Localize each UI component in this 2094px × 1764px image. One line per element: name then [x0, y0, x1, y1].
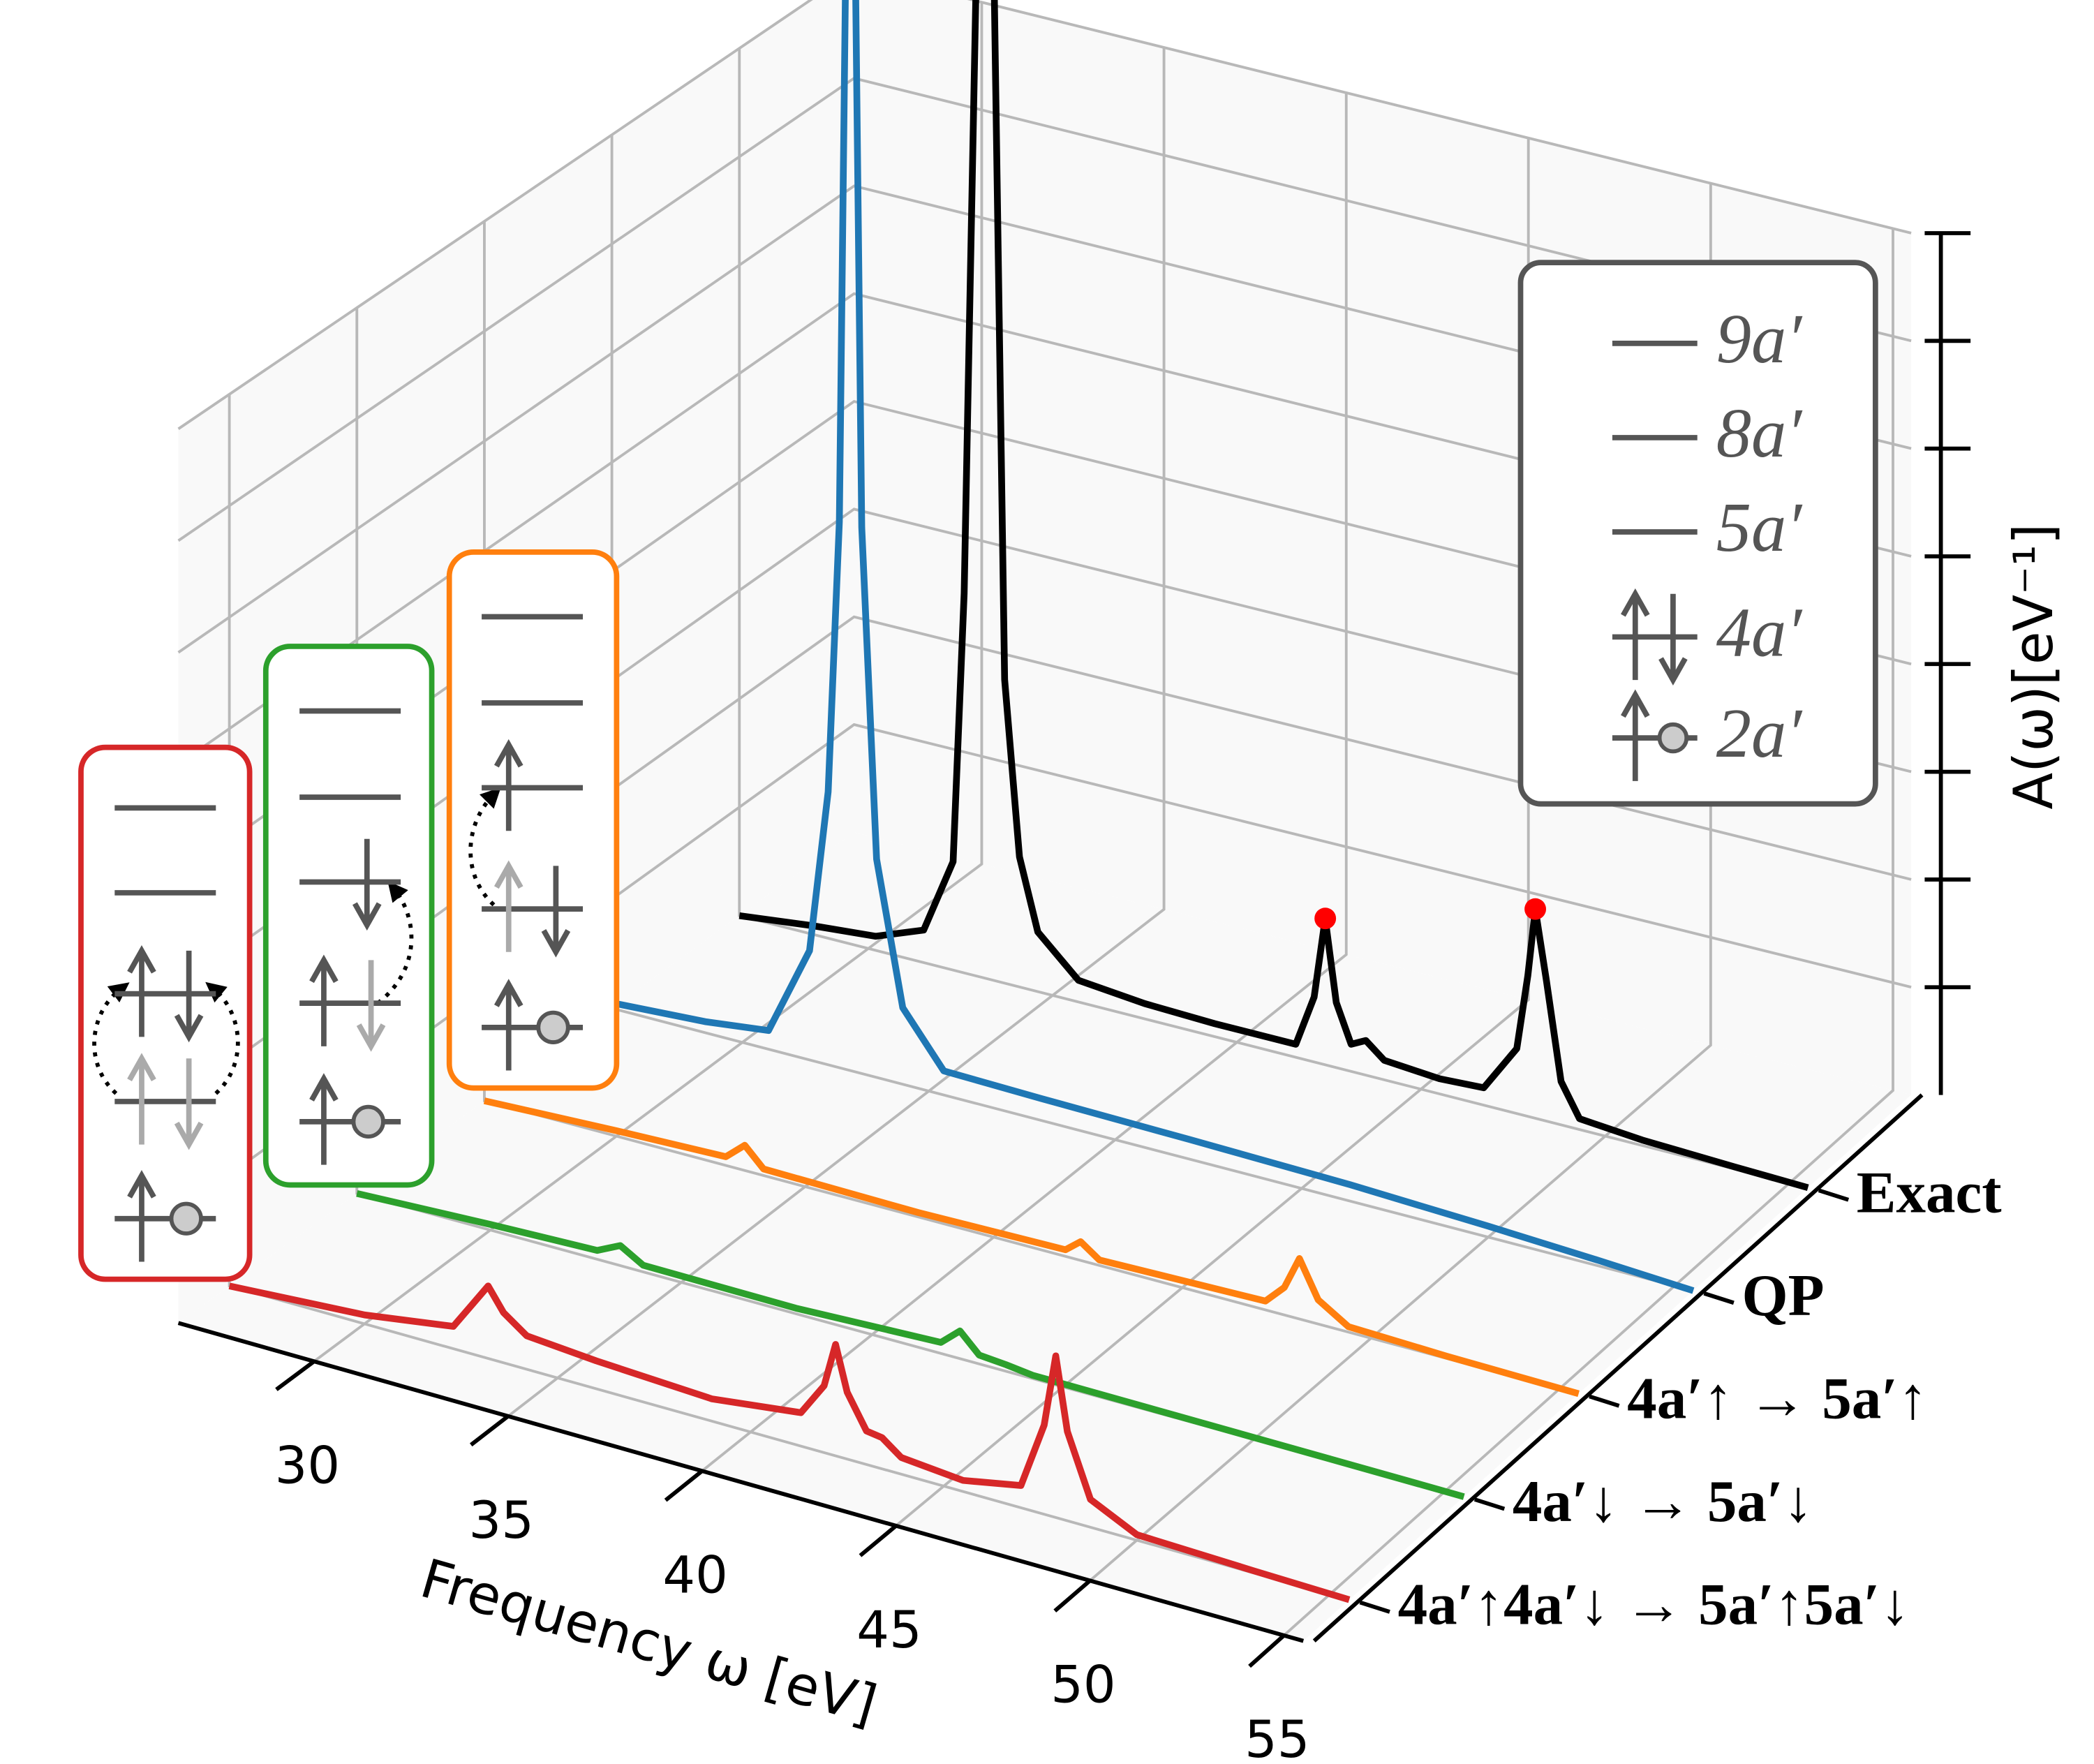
depth-tick — [1818, 1188, 1850, 1202]
spectrum-line — [356, 1189, 1465, 1500]
x-tick-label: 45 — [856, 1601, 921, 1660]
legend-label: 5a′ — [1716, 489, 1804, 566]
electron-down-head — [174, 1014, 204, 1043]
series-label: QP — [1742, 1263, 1824, 1328]
series-label: 4a′↑ → 5a′↑ — [1627, 1366, 1928, 1432]
electron-up-head — [309, 1073, 339, 1102]
state-box — [78, 744, 253, 1282]
spectrum-line — [483, 1097, 1580, 1398]
x-tick-label: 35 — [469, 1491, 534, 1550]
electron-up-head — [493, 979, 524, 1007]
spectrum-line — [228, 1282, 1351, 1603]
axes: 30 35 40 45 50 55 — [177, 231, 1971, 1764]
electron-down-head — [356, 1023, 386, 1052]
electron-up-head — [493, 860, 524, 889]
excitation-arrow — [468, 787, 501, 907]
legend-label: 4a′ — [1716, 593, 1804, 671]
hole — [1657, 722, 1689, 754]
depth-tick — [1703, 1291, 1735, 1305]
hole — [536, 1010, 570, 1044]
x-tick — [859, 1524, 898, 1557]
x-tick — [469, 1414, 510, 1447]
boxes: 9a′ 8a′ 5a′ 4a′ 2a′ — [78, 260, 1878, 1282]
depth-tick — [1589, 1394, 1620, 1408]
hole — [351, 1104, 385, 1139]
electron-down-head — [1658, 657, 1688, 686]
z-axis-label: A(ω)[eV⁻¹] — [2003, 524, 2065, 810]
legend-label: 2a′ — [1716, 695, 1804, 772]
legend-label: 9a′ — [1716, 300, 1804, 378]
spectrum-line — [611, 0, 1695, 1294]
electron-down-head — [174, 1121, 204, 1150]
x-tick-label: 55 — [1245, 1710, 1309, 1764]
electron-down-head — [541, 929, 571, 958]
grid-line — [313, 2, 983, 1363]
electron-up-head — [1621, 689, 1650, 718]
state-box — [446, 549, 620, 1091]
x-tick-label: 40 — [662, 1546, 727, 1606]
x-tick — [664, 1469, 704, 1502]
electron-up-head — [309, 954, 339, 984]
x-tick-label: 30 — [275, 1437, 340, 1496]
x-tick-label: 50 — [1050, 1656, 1115, 1715]
legend-label: 8a′ — [1716, 394, 1804, 472]
depth-tick — [1359, 1600, 1390, 1614]
electron-up-head — [127, 1170, 156, 1199]
electron-down-head — [352, 902, 382, 931]
x-tick — [275, 1359, 315, 1391]
grid-line — [507, 47, 1166, 1418]
grid-line — [701, 92, 1348, 1472]
peak-marker — [1524, 898, 1547, 920]
state-box — [262, 644, 435, 1188]
depth-tick — [1473, 1497, 1506, 1511]
series-label: 4a′↓ → 5a′↓ — [1513, 1469, 1813, 1534]
x-tick — [1248, 1633, 1286, 1668]
series-label: Exact — [1857, 1159, 2002, 1225]
legend-box — [1517, 260, 1878, 807]
lines — [228, 0, 1809, 1603]
x-axis-label: Frequency ω [eV] — [414, 1548, 884, 1737]
depth-axis — [1312, 1093, 1924, 1643]
peak-marker — [1314, 907, 1337, 930]
electron-up-head — [127, 1053, 156, 1081]
grid-line — [1283, 228, 1894, 1637]
electron-up-head — [127, 945, 156, 974]
hole — [169, 1201, 203, 1236]
series-label: 4a′↑4a′↓ → 5a′↑5a′↓ — [1398, 1572, 1910, 1638]
grid-line — [177, 0, 1912, 430]
electron-up-head — [1621, 588, 1650, 617]
electron-up-head — [493, 739, 524, 768]
x-tick — [1053, 1579, 1092, 1613]
x-axis — [177, 1321, 1305, 1643]
glyphs — [114, 341, 1698, 1262]
